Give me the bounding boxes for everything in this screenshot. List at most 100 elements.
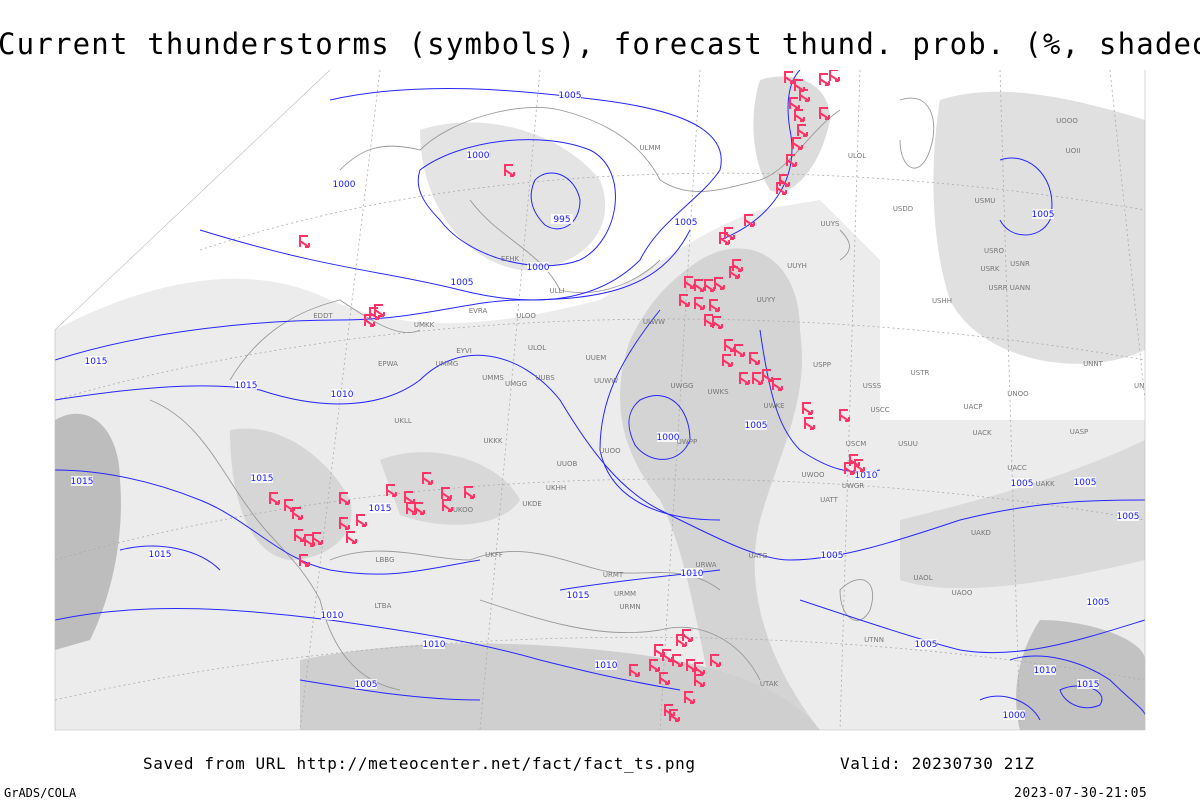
station-label: USNR — [1010, 260, 1030, 268]
isobar-label-bg — [251, 473, 273, 483]
thunderstorm-symbol — [712, 316, 723, 329]
isobar-label: 1010 — [423, 640, 446, 650]
station-label: UMGG — [505, 380, 527, 388]
station-label: UNNT — [1083, 360, 1104, 368]
station-label: UACP — [964, 403, 983, 411]
isobar-label: 1005 — [915, 640, 938, 650]
station-label: UANN — [1010, 284, 1030, 292]
station-label: UOII — [1066, 147, 1081, 155]
isobar-label: 995 — [553, 215, 570, 225]
isobar-label: 1015 — [85, 357, 108, 367]
thunderstorm-symbol — [776, 182, 787, 195]
station-label: UATT — [820, 496, 839, 504]
thunderstorm-symbol — [686, 659, 697, 672]
isobar-label-bg — [1117, 511, 1139, 521]
isobar-label: 1010 — [855, 471, 878, 481]
station-label: UATG — [748, 552, 767, 560]
thunderstorm-symbol — [797, 124, 808, 137]
isobar-label-bg — [149, 549, 171, 559]
thunderstorm-symbol — [709, 299, 720, 312]
thunderstorm-symbol — [406, 502, 417, 515]
isobar-label-bg — [321, 610, 343, 620]
thunderstorm-symbol — [284, 499, 295, 512]
isobar-label-bg — [71, 476, 93, 486]
station-label: UUWW — [594, 377, 618, 385]
isobar-label: 1005 — [1087, 598, 1110, 608]
station-label: ULLI — [550, 287, 565, 295]
isobar-label: 1005 — [559, 91, 582, 101]
station-label: UOOO — [1056, 117, 1078, 125]
isobar-label-bg — [527, 262, 549, 272]
isobar-label: 1015 — [567, 591, 590, 601]
thunderstorm-symbol — [854, 459, 865, 472]
thunderstorm-symbol — [724, 339, 735, 352]
thunderstorm-symbol — [714, 277, 725, 290]
isobar-label-bg — [551, 214, 573, 224]
station-label: EYVI — [456, 347, 472, 355]
thunderstorm-symbol — [629, 664, 640, 677]
isobar-label-bg — [1034, 665, 1056, 675]
station-label: UUOB — [557, 460, 578, 468]
thunderstorm-symbol — [799, 89, 810, 102]
isobar-label-bg — [675, 217, 697, 227]
thunderstorm-symbol — [704, 314, 715, 327]
isobar-label-bg — [331, 389, 353, 399]
station-label: UACC — [1007, 464, 1027, 472]
station-label: USCC — [870, 406, 889, 414]
station-label: UACK — [972, 429, 992, 437]
isobars — [55, 70, 1145, 721]
station-label: UUBS — [535, 374, 555, 382]
thunderstorm-symbol — [829, 70, 840, 82]
station-label: UKFF — [485, 551, 503, 559]
thunderstorm-symbol — [662, 649, 673, 662]
thunderstorm-symbol — [734, 344, 745, 357]
thunderstorm-symbol — [299, 235, 310, 248]
station-label: UWKS — [707, 388, 729, 396]
thunderstorm-symbol — [304, 534, 315, 547]
thunderstorm-symbol — [784, 71, 795, 84]
station-label: LBBG — [376, 556, 395, 564]
station-label: UMKK — [414, 321, 435, 329]
station-label: UAOO — [952, 589, 973, 597]
software: GrADS/COLA — [4, 786, 77, 800]
thunderstorm-symbol — [739, 372, 750, 385]
thunderstorm-symbol — [339, 517, 350, 530]
isobar-label-bg — [1077, 679, 1099, 689]
isobar-label: 1005 — [821, 551, 844, 561]
isobar-label: 1000 — [657, 433, 680, 443]
isobar-label: 1010 — [331, 390, 354, 400]
station-label: EPWA — [378, 360, 398, 368]
thunderstorm-symbol — [649, 659, 660, 672]
thunderstorm-symbol — [794, 109, 805, 122]
station-label: UNOO — [1007, 390, 1029, 398]
thunderstorm-symbol — [441, 487, 452, 500]
thunderstorm-symbol — [744, 214, 755, 227]
thunderstorm-symbol — [669, 709, 680, 722]
isobar-label-bg — [745, 420, 767, 430]
station-label: USSS — [863, 382, 882, 390]
station-label: UKKK — [484, 437, 503, 445]
isobar-label-bg — [855, 470, 877, 480]
thunderstorm-symbol — [682, 629, 693, 642]
isobar-label: 1005 — [675, 218, 698, 228]
isobar-label: 1005 — [1011, 479, 1034, 489]
isobar-label: 1015 — [235, 381, 258, 391]
station-label: UASP — [1070, 428, 1089, 436]
station-label: UAKD — [971, 529, 991, 537]
thunderstorm-symbol — [154, 110, 165, 123]
title: Current thunderstorms (symbols), forecas… — [0, 27, 1200, 61]
thunderstorm-symbol — [710, 654, 721, 667]
isobar-label: 1015 — [149, 550, 172, 560]
station-label: UMMS — [482, 374, 504, 382]
isobar-label-bg — [235, 380, 257, 390]
station-label: LTBA — [375, 602, 392, 610]
source-url: Saved from URL http://meteocenter.net/fa… — [143, 754, 696, 773]
thunderstorm-symbol — [346, 531, 357, 544]
isobar-label: 1005 — [1117, 512, 1140, 522]
thunderstorm-symbol — [299, 554, 310, 567]
station-label: UAKK — [1035, 480, 1055, 488]
thunderstorm-symbol — [729, 266, 740, 279]
isobar-label-bg — [423, 639, 445, 649]
station-label: EVRA — [469, 307, 488, 315]
thunderstorm-symbol — [719, 232, 730, 245]
